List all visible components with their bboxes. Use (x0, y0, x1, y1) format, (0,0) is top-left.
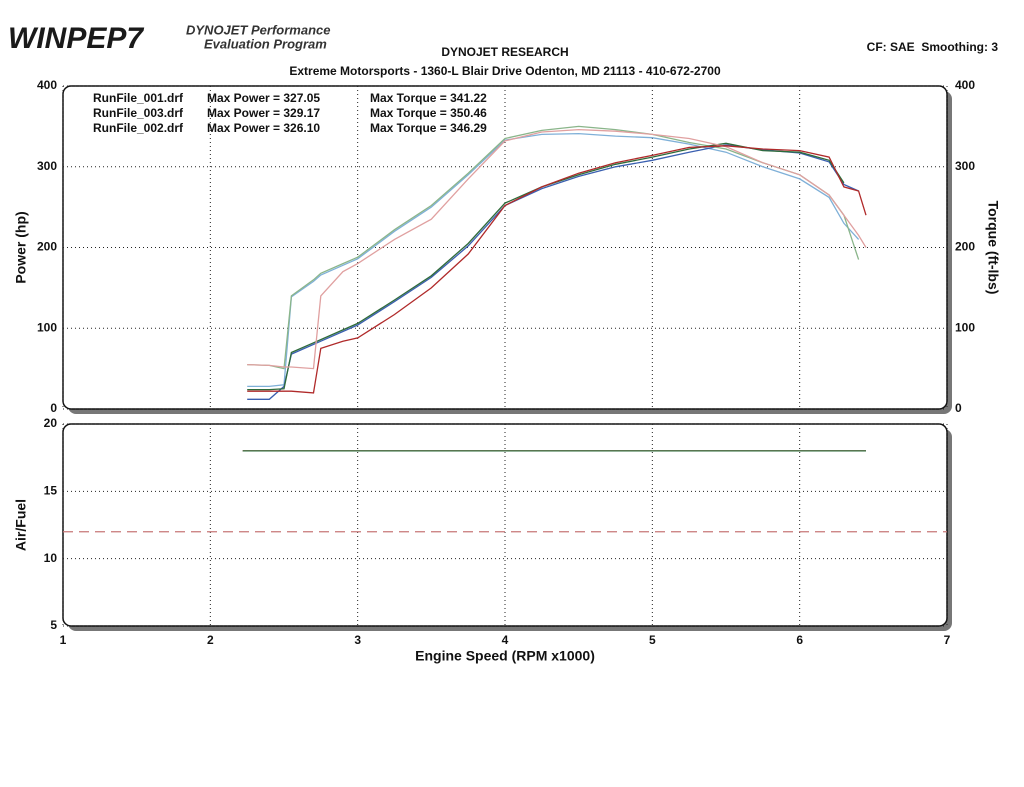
x-tick-label: 7 (944, 633, 951, 647)
program-line2: Evaluation Program (204, 36, 327, 51)
legend-max-torque: Max Torque = 346.29 (370, 121, 487, 135)
x-axis-label: Engine Speed (RPM x1000) (415, 648, 595, 664)
x-tick-label: 4 (502, 633, 509, 647)
company: DYNOJET RESEARCH (441, 45, 568, 59)
y-tick-label: 10 (44, 551, 58, 565)
y-tick-label: 100 (37, 320, 57, 334)
legend-max-power: Max Power = 327.05 (207, 91, 320, 105)
address: Extreme Motorsports - 1360-L Blair Drive… (289, 64, 721, 78)
y-tick-label: 200 (37, 240, 57, 254)
y2-tick-label: 400 (955, 78, 975, 92)
y2-tick-label: 200 (955, 240, 975, 254)
x-tick-label: 2 (207, 633, 214, 647)
legend-name: RunFile_002.drf (93, 121, 184, 135)
y-tick-label: 15 (44, 484, 58, 498)
legend-max-torque: Max Torque = 341.22 (370, 91, 487, 105)
legend-name: RunFile_001.drf (93, 91, 184, 105)
y-tick-label: 5 (50, 618, 57, 632)
torque-line (247, 132, 860, 388)
x-tick-label: 1 (60, 633, 67, 647)
x-tick-label: 5 (649, 633, 656, 647)
y2-axis-label: Torque (ft-lbs) (985, 201, 1001, 295)
torque-line (247, 128, 867, 370)
y-tick-label: 0 (50, 401, 57, 415)
y2-tick-label: 0 (955, 401, 962, 415)
settings: CF: SAE Smoothing: 3 (867, 40, 999, 54)
legend-max-torque: Max Torque = 350.46 (370, 106, 487, 120)
logo: WINPEP7 (8, 22, 144, 55)
x-tick-label: 3 (354, 633, 361, 647)
legend-max-power: Max Power = 326.10 (207, 121, 320, 135)
y-axis-label: Power (hp) (13, 211, 29, 283)
y-tick-label: 20 (44, 416, 58, 430)
power-line (247, 145, 867, 394)
y2-tick-label: 300 (955, 159, 975, 173)
legend-name: RunFile_003.drf (93, 106, 184, 120)
y-tick-label: 300 (37, 159, 57, 173)
y-tick-label: 400 (37, 78, 57, 92)
legend-max-power: Max Power = 329.17 (207, 106, 320, 120)
y2-tick-label: 100 (955, 320, 975, 334)
y-axis-label: Air/Fuel (13, 499, 29, 551)
program-line1: DYNOJET Performance (186, 22, 331, 37)
x-tick-label: 6 (796, 633, 803, 647)
